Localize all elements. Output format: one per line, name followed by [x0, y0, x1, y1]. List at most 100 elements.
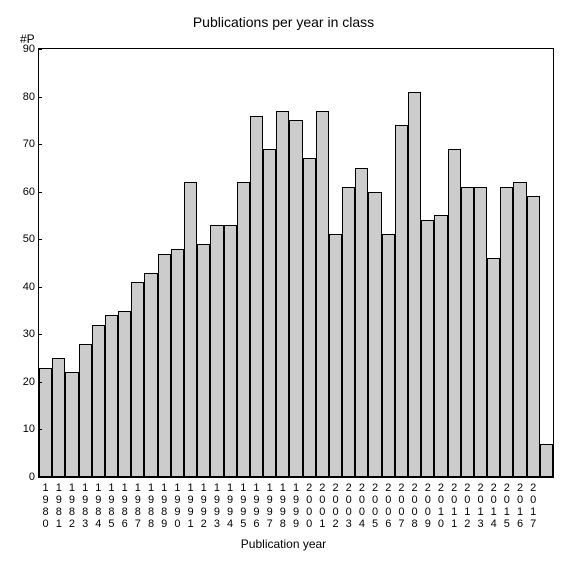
- bar: [461, 187, 474, 477]
- ytick-label: 20: [23, 376, 35, 388]
- bar: [474, 187, 487, 477]
- ytick-mark: [38, 192, 42, 193]
- xtick-label: 1988: [146, 482, 156, 530]
- xtick-label: 2008: [410, 482, 420, 530]
- xtick-label: 2014: [489, 482, 499, 530]
- bar: [79, 344, 92, 477]
- xtick-label: 2006: [383, 482, 393, 530]
- xtick-label: 1984: [93, 482, 103, 530]
- bar: [289, 120, 302, 477]
- xtick-label: 1999: [291, 482, 301, 530]
- ytick-mark: [38, 334, 42, 335]
- xtick-label: 2007: [396, 482, 406, 530]
- xtick-label: 2012: [462, 482, 472, 530]
- bar: [237, 182, 250, 477]
- bar: [395, 125, 408, 477]
- bar: [144, 273, 157, 477]
- bar: [487, 258, 500, 477]
- bar: [210, 225, 223, 477]
- xtick-label: 2004: [357, 482, 367, 530]
- bar: [368, 192, 381, 477]
- ytick-mark: [38, 287, 42, 288]
- xtick-label: 1989: [159, 482, 169, 530]
- xtick-label: 1985: [106, 482, 116, 530]
- xtick-label: 1992: [199, 482, 209, 530]
- bar: [448, 149, 461, 477]
- xtick-label: 1990: [172, 482, 182, 530]
- bar: [197, 244, 210, 477]
- bar: [158, 254, 171, 478]
- ytick-label: 80: [23, 91, 35, 103]
- bar: [276, 111, 289, 477]
- bar: [382, 234, 395, 477]
- xtick-label: 1987: [133, 482, 143, 530]
- bar: [92, 325, 105, 477]
- bar: [65, 372, 78, 477]
- bar: [105, 315, 118, 477]
- bar: [118, 311, 131, 477]
- ytick-mark: [38, 49, 42, 50]
- xtick-label: 2010: [436, 482, 446, 530]
- bar: [224, 225, 237, 477]
- xtick-label: 2015: [502, 482, 512, 530]
- bar: [434, 215, 447, 477]
- bar: [184, 182, 197, 477]
- xtick-label: 1991: [186, 482, 196, 530]
- xtick-label: 2001: [317, 482, 327, 530]
- xtick-label: 1997: [265, 482, 275, 530]
- bar: [250, 116, 263, 477]
- bar: [342, 187, 355, 477]
- xtick-label: 1983: [80, 482, 90, 530]
- ytick-label: 70: [23, 138, 35, 150]
- bar: [421, 220, 434, 477]
- chart-container: Publications per year in class #P 010203…: [0, 0, 567, 567]
- ytick-mark: [38, 144, 42, 145]
- xtick-label: 2000: [304, 482, 314, 530]
- xtick-label: 1986: [120, 482, 130, 530]
- xtick-label: 2002: [331, 482, 341, 530]
- plot-area: [38, 48, 554, 478]
- x-axis-label: Publication year: [0, 537, 567, 551]
- ytick-label: 40: [23, 281, 35, 293]
- bar: [355, 168, 368, 477]
- bar: [39, 368, 52, 477]
- xtick-label: 1995: [238, 482, 248, 530]
- bar: [513, 182, 526, 477]
- ytick-mark: [38, 429, 42, 430]
- xtick-label: 1993: [212, 482, 222, 530]
- xtick-label: 1981: [54, 482, 64, 530]
- xtick-label: 1994: [225, 482, 235, 530]
- bar: [527, 196, 540, 477]
- ytick-label: 0: [29, 471, 35, 483]
- chart-title: Publications per year in class: [0, 14, 567, 30]
- ytick-label: 90: [23, 43, 35, 55]
- ytick-label: 60: [23, 186, 35, 198]
- bar: [52, 358, 65, 477]
- xtick-label: 2016: [515, 482, 525, 530]
- ytick-label: 30: [23, 328, 35, 340]
- bar: [408, 92, 421, 477]
- bar: [303, 158, 316, 477]
- bar: [171, 249, 184, 477]
- ytick-mark: [38, 239, 42, 240]
- ytick-label: 50: [23, 233, 35, 245]
- bar: [316, 111, 329, 477]
- bar: [540, 444, 553, 477]
- xtick-label: 2003: [344, 482, 354, 530]
- bar: [263, 149, 276, 477]
- xtick-label: 2011: [449, 482, 459, 530]
- ytick-mark: [38, 97, 42, 98]
- bar: [500, 187, 513, 477]
- bar: [329, 234, 342, 477]
- bar: [131, 282, 144, 477]
- xtick-label: 1996: [251, 482, 261, 530]
- xtick-label: 1998: [278, 482, 288, 530]
- xtick-label: 2009: [423, 482, 433, 530]
- xtick-label: 1982: [67, 482, 77, 530]
- ytick-mark: [38, 382, 42, 383]
- ytick-mark: [38, 477, 42, 478]
- xtick-label: 2013: [476, 482, 486, 530]
- xtick-label: 2017: [528, 482, 538, 530]
- xtick-label: 1980: [41, 482, 51, 530]
- ytick-label: 10: [23, 423, 35, 435]
